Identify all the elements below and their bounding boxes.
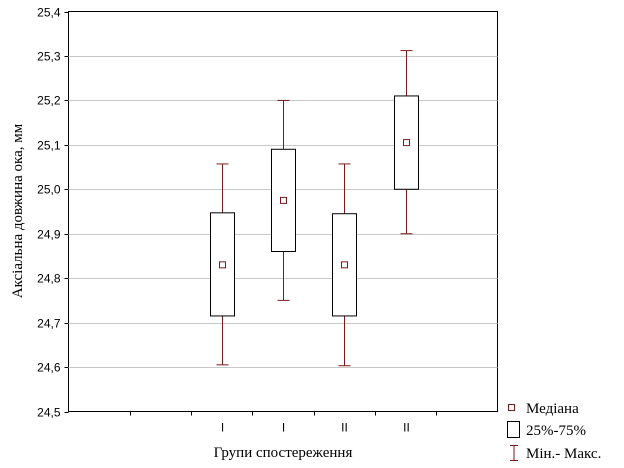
x-axis-ticks: I I II II [130,411,437,435]
legend-box-icon [507,421,520,438]
y-tick-label: 24,8 [37,272,61,286]
y-tick-label: 25,1 [37,139,61,153]
legend-whisker-icon [510,445,518,461]
legend-median-marker-icon [508,404,515,411]
x-tick-label: I [282,421,285,435]
box-group [210,163,235,366]
median-marker [219,261,226,269]
y-tick-label: 25,3 [37,50,61,64]
y-tick-label: 25,4 [37,6,61,20]
x-tick-label: I [221,421,224,435]
y-axis-ticks: 24,5 24,6 24,7 24,8 24,9 25,0 25,1 25,2 25,3 25,4 [37,6,69,420]
box-series [210,50,419,367]
y-axis-title: Аксіальна довжина ока, мм [10,123,26,298]
y-tick-label: 24,9 [37,228,61,242]
legend-label-whisker: Мін.- Макс. [526,446,601,462]
box-iqr [210,212,235,317]
x-axis-title: Групи спостереження [214,445,353,461]
box-iqr [271,148,296,252]
legend-label-box: 25%-75% [526,423,586,439]
y-tick-label: 25,0 [37,183,61,197]
y-tick-label: 24,6 [37,361,61,375]
box-iqr [332,213,357,317]
x-tick-label: II [403,421,410,435]
legend: Медіана 25%-75% Мін.- Макс. [507,401,601,462]
median-marker [403,139,410,147]
median-marker [341,261,348,269]
x-tick-label: II [341,421,348,435]
box-group [271,99,296,301]
legend-label-median: Медіана [526,401,579,417]
box-group [394,50,419,235]
y-tick-label: 24,7 [37,317,61,331]
median-marker [280,196,287,204]
y-tick-label: 25,2 [37,94,61,108]
y-tick-label: 24,5 [37,406,61,420]
box-group [332,163,357,367]
box-iqr [394,95,419,190]
